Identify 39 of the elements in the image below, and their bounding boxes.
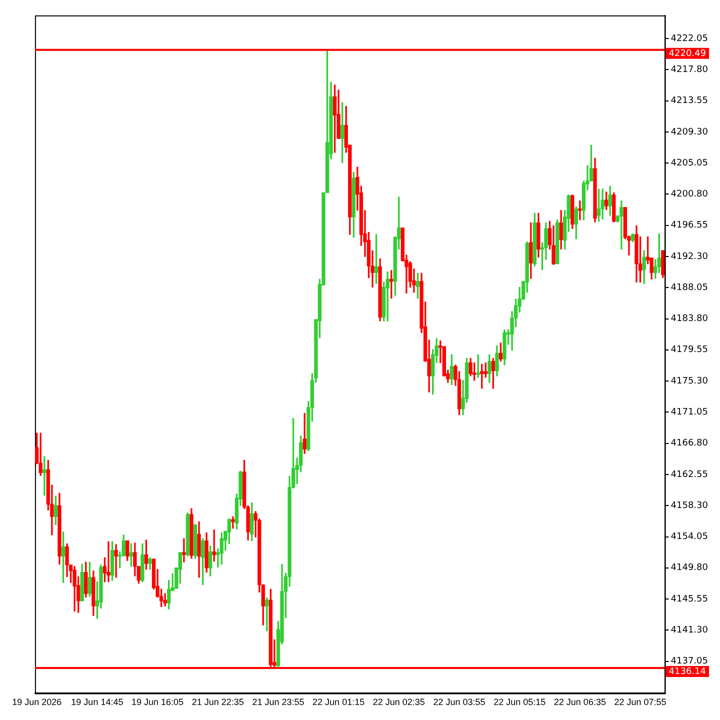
- y-tick-label: 4162.55: [670, 470, 708, 480]
- y-tick-label: 4183.80: [670, 314, 708, 324]
- candlestick: [182, 538, 186, 562]
- y-tick-label: 4158.30: [670, 500, 708, 511]
- y-tick-label: 4188.05: [670, 282, 708, 293]
- y-tick-label: 4141.30: [670, 626, 708, 636]
- x-tick-label: 21 Jun 22:35: [192, 697, 244, 708]
- y-tick-label: 4175.30: [670, 376, 708, 386]
- x-tick-label: 19 Jun 14:45: [71, 697, 124, 708]
- x-tick-label: 19 Jun 2026: [12, 697, 62, 708]
- x-tick-label: 22 Jun 05:15: [494, 697, 546, 708]
- y-tick-label: 4192.30: [670, 252, 708, 262]
- y-tick-label: 4205.05: [670, 158, 708, 168]
- x-tick-label: 19 Jun 16:05: [132, 697, 184, 708]
- ref-line-label: 4220.49: [668, 48, 706, 59]
- y-tick-label: 4217.80: [670, 64, 708, 75]
- y-tick-label: 4209.30: [670, 127, 708, 138]
- y-tick-label: 4196.55: [670, 220, 708, 231]
- y-tick-label: 4145.55: [670, 594, 708, 604]
- x-tick-label: 22 Jun 01:15: [312, 697, 365, 708]
- y-tick-label: 4137.05: [670, 656, 708, 667]
- x-tick-label: 21 Jun 23:55: [252, 697, 304, 708]
- y-tick-label: 4171.05: [670, 408, 708, 418]
- x-tick-label: 22 Jun 07:55: [614, 697, 666, 708]
- candlestick: [106, 541, 110, 582]
- y-tick-label: 4179.55: [670, 345, 708, 356]
- candlestick: [114, 544, 118, 578]
- y-tick-label: 4222.05: [670, 34, 708, 44]
- candlestick: [578, 200, 582, 220]
- x-tick-label: 22 Jun 02:35: [372, 697, 425, 708]
- y-tick-label: 4213.55: [670, 96, 708, 106]
- y-tick-label: 4154.05: [670, 532, 708, 542]
- ref-line-label: 4136.14: [668, 666, 706, 677]
- x-tick-label: 22 Jun 06:35: [554, 697, 606, 708]
- x-tick-label: 22 Jun 03:55: [433, 697, 486, 708]
- candlestick: [163, 593, 167, 606]
- y-tick-label: 4200.80: [670, 190, 708, 200]
- y-tick-label: 4149.80: [670, 563, 708, 574]
- y-tick-label: 4166.80: [670, 438, 708, 449]
